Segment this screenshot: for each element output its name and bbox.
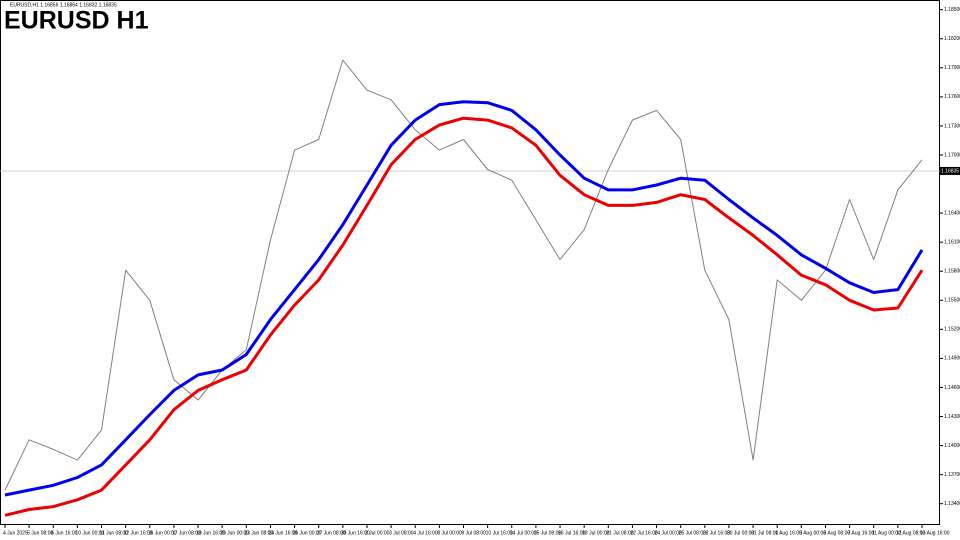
x-tick-label: 24 Jul 00:00 — [655, 530, 682, 536]
x-tick-label: 5 Aug 00:00 — [799, 530, 826, 536]
x-tick-label: 6 Aug 08:00 — [823, 530, 850, 536]
x-tick-label: 12 Jun 16:00 — [124, 530, 153, 536]
y-tick-label: 1.17600 — [944, 94, 960, 100]
x-tick-label: 15 Jul 08:00 — [534, 530, 561, 536]
x-tick-label: 5 Jun 08:00 — [27, 530, 53, 536]
x-tick-label: 28 Jul 16:00 — [703, 530, 730, 536]
y-tick-label: 1.15200 — [944, 327, 960, 333]
y-tick-label: 1.15500 — [944, 298, 960, 304]
x-tick-label: 30 Jul 00:00 — [727, 530, 754, 536]
y-tick-label: 1.13400 — [944, 501, 960, 507]
y-tick-label: 1.14900 — [944, 356, 960, 362]
x-tick-label: 18 Jun 16:00 — [196, 530, 225, 536]
x-tick-label: 11 Jun 08:00 — [100, 530, 129, 536]
y-tick-label: 1.17000 — [944, 152, 960, 158]
y-tick-label: 1.16400 — [944, 210, 960, 216]
price-label-box — [940, 166, 960, 175]
y-tick-label: 1.14000 — [944, 443, 960, 449]
x-tick-label: 12 Aug 08:00 — [896, 530, 926, 536]
x-tick-label: 4 Jun 2025 — [3, 530, 28, 536]
y-tick-label: 1.14300 — [944, 414, 960, 420]
x-tick-label: 27 Jun 08:00 — [317, 530, 346, 536]
x-tick-label: 2 Jul 00:00 — [365, 530, 390, 536]
y-tick-label: 1.18200 — [944, 36, 960, 42]
x-tick-label: 23 Jun 08:00 — [244, 530, 273, 536]
x-tick-label: 25 Jul 08:00 — [679, 530, 706, 536]
x-tick-label: 7 Aug 16:00 — [848, 530, 875, 536]
series-line — [4, 116, 924, 517]
x-tick-label: 24 Jun 16:00 — [268, 530, 297, 536]
y-tick-label: 1.15800 — [944, 269, 960, 275]
x-tick-label: 1 Aug 16:00 — [775, 530, 802, 536]
y-tick-label: 1.18500 — [944, 7, 960, 13]
y-tick-label: 1.17300 — [944, 123, 960, 129]
plot-frame — [0, 0, 940, 525]
x-tick-label: 16 Jul 16:00 — [558, 530, 585, 536]
series-line — [4, 100, 924, 497]
x-tick-label: 13 Aug 16:00 — [920, 530, 950, 536]
series-line — [4, 59, 923, 491]
x-tick-label: 14 Jul 00:00 — [510, 530, 537, 536]
x-tick-label: 18 Jul 00:00 — [582, 530, 609, 536]
x-tick-label: 10 Jul 16:00 — [486, 530, 513, 536]
x-tick-label: 30 Jun 16:00 — [341, 530, 370, 536]
x-tick-label: 21 Jul 08:00 — [606, 530, 633, 536]
x-tick-label: 26 Jun 00:00 — [293, 530, 322, 536]
y-tick-label: 1.14600 — [944, 385, 960, 391]
price-label: 1.16835 — [941, 168, 959, 174]
x-tick-label: 3 Jul 08:00 — [389, 530, 414, 536]
x-tick-label: 9 Jul 08:00 — [462, 530, 487, 536]
x-tick-label: 17 Jun 08:00 — [172, 530, 201, 536]
x-tick-label: 20 Jun 00:00 — [220, 530, 249, 536]
x-tick-label: 6 Jun 16:00 — [51, 530, 77, 536]
y-tick-label: 1.16100 — [944, 239, 960, 245]
x-tick-label: 31 Jul 08:00 — [751, 530, 778, 536]
y-tick-label: 1.17900 — [944, 65, 960, 71]
x-tick-label: 16 Jun 00:00 — [148, 530, 177, 536]
chart-title: EURUSD H1 — [4, 7, 149, 35]
chart-subtitle: EURUSD,H1 1.16856 1.16864 1.16832 1.1683… — [10, 2, 117, 8]
x-tick-label: 8 Jul 00:00 — [437, 530, 462, 536]
y-tick-label: 1.13700 — [944, 472, 960, 478]
x-tick-label: 22 Jul 16:00 — [630, 530, 657, 536]
x-tick-label: 4 Jul 16:00 — [413, 530, 438, 536]
x-tick-label: 11 Aug 00:00 — [872, 530, 901, 536]
x-tick-label: 10 Jun 00:00 — [75, 530, 104, 536]
